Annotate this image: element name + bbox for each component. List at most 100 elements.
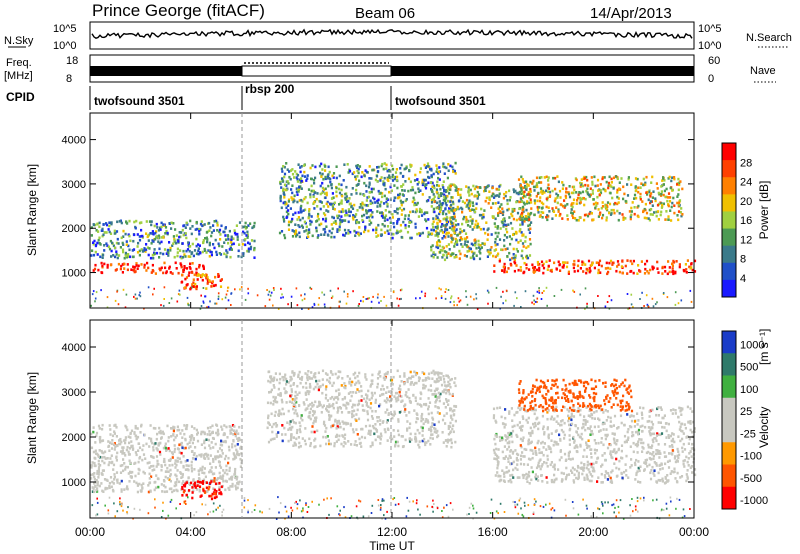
echo-cell bbox=[110, 222, 113, 226]
echo-cell bbox=[637, 204, 640, 208]
echo-cell bbox=[335, 186, 338, 190]
echo-cell bbox=[132, 265, 135, 269]
echo-cell bbox=[556, 194, 560, 197]
echo-cell bbox=[327, 439, 330, 442]
echo-cell bbox=[656, 260, 659, 264]
echo-cell bbox=[352, 391, 355, 394]
echo-cell bbox=[473, 187, 476, 191]
echo-cell bbox=[537, 191, 540, 195]
echo-cell bbox=[110, 461, 113, 465]
echo-cell bbox=[590, 212, 593, 215]
echo-cell bbox=[181, 494, 184, 497]
echo-cell bbox=[445, 212, 448, 216]
echo-cell bbox=[585, 466, 588, 470]
echo-cell bbox=[213, 472, 216, 475]
echo-cell bbox=[490, 233, 493, 236]
echo-cell bbox=[669, 186, 672, 190]
echo-cell bbox=[514, 256, 517, 259]
echo-cell bbox=[367, 389, 370, 393]
echo-cell bbox=[296, 200, 299, 204]
echo-cell bbox=[668, 200, 672, 203]
echo-cell bbox=[331, 384, 334, 387]
echo-cell bbox=[448, 383, 451, 386]
noise-cell bbox=[444, 291, 447, 293]
echo-cell bbox=[325, 407, 328, 411]
echo-cell bbox=[598, 213, 601, 216]
noise-cell bbox=[92, 290, 95, 293]
echo-cell bbox=[430, 174, 433, 177]
echo-cell bbox=[203, 439, 206, 443]
echo-cell bbox=[464, 240, 467, 243]
echo-cell bbox=[408, 440, 412, 443]
echo-cell bbox=[231, 482, 234, 486]
echo-cell bbox=[518, 207, 521, 211]
echo-cell bbox=[109, 441, 112, 444]
echo-cell bbox=[319, 403, 322, 407]
echo-cell bbox=[221, 245, 224, 248]
echo-cell bbox=[512, 256, 515, 260]
echo-cell bbox=[366, 394, 369, 397]
echo-cell bbox=[567, 192, 571, 196]
noise-cell bbox=[152, 293, 154, 296]
echo-cell bbox=[411, 210, 414, 213]
echo-cell bbox=[532, 179, 535, 183]
echo-cell bbox=[371, 215, 374, 219]
echo-cell bbox=[683, 448, 687, 451]
echo-cell bbox=[154, 486, 158, 490]
echo-cell bbox=[283, 196, 286, 199]
echo-cell bbox=[582, 466, 585, 469]
echo-cell bbox=[590, 456, 593, 459]
noise-cell bbox=[538, 287, 540, 290]
echo-cell bbox=[282, 165, 285, 168]
echo-cell bbox=[237, 249, 240, 253]
echo-cell bbox=[277, 431, 280, 434]
echo-cell bbox=[316, 429, 319, 433]
echo-cell bbox=[189, 262, 192, 266]
echo-cell bbox=[344, 214, 347, 217]
echo-cell bbox=[296, 173, 300, 177]
echo-cell bbox=[324, 396, 327, 400]
echo-cell bbox=[451, 409, 454, 413]
echo-cell bbox=[177, 240, 180, 243]
echo-cell bbox=[324, 213, 327, 217]
echo-cell bbox=[376, 180, 379, 183]
freq-bar-1 bbox=[90, 66, 242, 76]
noise-cell bbox=[469, 295, 472, 298]
echo-cell bbox=[453, 404, 456, 408]
echo-cell bbox=[465, 185, 468, 188]
echo-cell bbox=[657, 218, 660, 221]
echo-cell bbox=[401, 189, 404, 192]
echo-cell bbox=[310, 184, 313, 188]
echo-cell bbox=[251, 226, 254, 230]
echo-cell bbox=[126, 485, 129, 488]
echo-cell bbox=[100, 472, 103, 475]
echo-cell bbox=[282, 218, 285, 221]
echo-cell bbox=[502, 225, 505, 228]
echo-cell bbox=[386, 427, 389, 431]
echo-cell bbox=[431, 198, 434, 201]
echo-cell bbox=[467, 186, 470, 189]
echo-cell bbox=[170, 451, 174, 454]
echo-cell bbox=[148, 477, 151, 480]
noise-cell bbox=[610, 299, 613, 302]
noise-cell bbox=[646, 303, 649, 306]
echo-cell bbox=[443, 217, 446, 220]
echo-cell bbox=[436, 396, 439, 399]
noise-cell bbox=[502, 290, 504, 293]
echo-cell bbox=[503, 262, 506, 266]
noise-cell bbox=[339, 300, 341, 303]
echo-cell bbox=[96, 490, 99, 493]
echo-cell bbox=[275, 432, 278, 436]
echo-cell bbox=[585, 175, 588, 179]
echo-cell bbox=[599, 429, 602, 432]
echo-cell bbox=[359, 441, 362, 445]
echo-cell bbox=[232, 242, 235, 246]
echo-cell bbox=[299, 208, 302, 212]
echo-cell bbox=[377, 416, 380, 419]
echo-cell bbox=[500, 248, 503, 251]
noise-cell bbox=[296, 304, 299, 307]
echo-cell bbox=[181, 475, 184, 479]
echo-cell bbox=[106, 487, 109, 490]
echo-cell bbox=[427, 405, 430, 408]
